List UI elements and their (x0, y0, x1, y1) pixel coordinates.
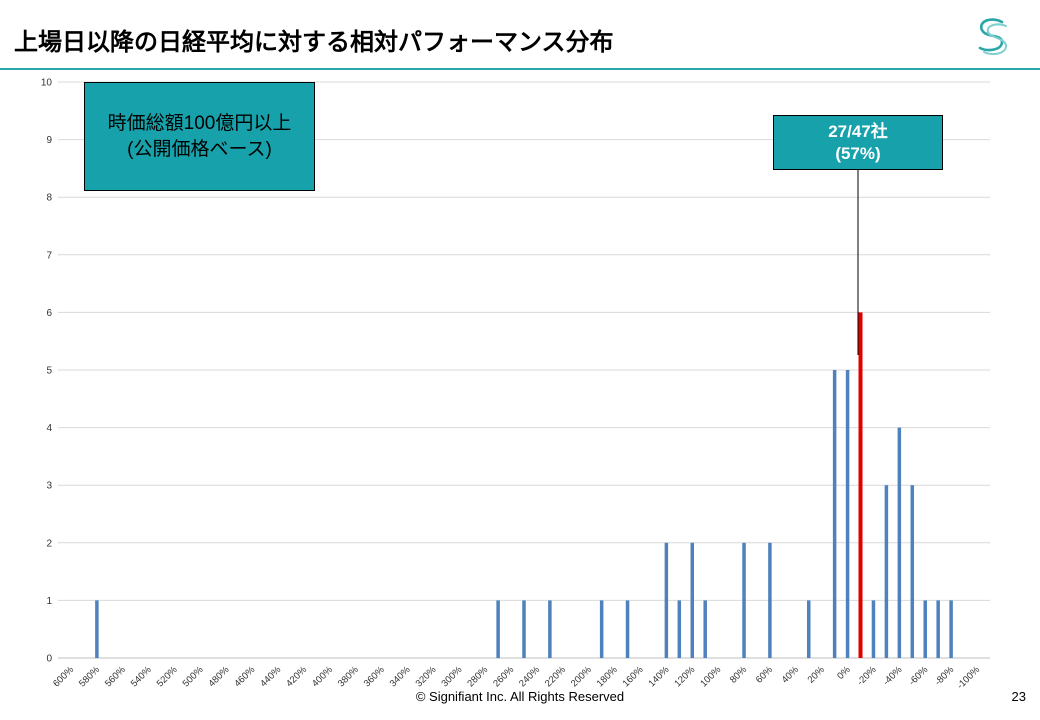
x-tick-label: -20% (855, 664, 879, 688)
x-tick-label: -60% (907, 664, 931, 688)
filter-condition-line1: 時価総額100億円以上 (107, 112, 292, 134)
bar (599, 600, 604, 658)
y-tick-label: 3 (46, 481, 52, 492)
bar (884, 485, 889, 658)
y-tick-label: 5 (46, 366, 52, 377)
x-tick-label: 260% (491, 664, 516, 689)
x-tick-label: 480% (206, 664, 231, 689)
bar (664, 542, 669, 658)
x-tick-label: 140% (647, 664, 672, 689)
bar (496, 600, 500, 658)
x-tick-label: 340% (388, 664, 413, 689)
bar (910, 485, 915, 658)
bar (742, 542, 746, 658)
x-tick-label: 380% (336, 664, 361, 689)
bar (806, 600, 811, 658)
x-tick-label: 580% (77, 664, 102, 689)
y-tick-label: 6 (46, 308, 52, 319)
x-tick-label: 80% (728, 664, 750, 686)
x-tick-label: 560% (103, 664, 128, 689)
x-tick-label: -80% (933, 664, 957, 688)
x-tick-label: 60% (754, 664, 776, 686)
x-tick-label: 500% (181, 664, 206, 689)
bar (936, 600, 940, 658)
signifiant-s-logo-icon (978, 18, 1008, 55)
y-tick-label: 9 (46, 135, 52, 146)
x-tick-label: 180% (595, 664, 620, 689)
y-tick-label: 7 (46, 250, 52, 261)
bar (897, 427, 902, 658)
bar (703, 600, 707, 658)
x-tick-label: 540% (129, 664, 154, 689)
x-tick-label: -40% (881, 664, 905, 688)
x-tick-label: 20% (806, 664, 828, 686)
bar (923, 600, 927, 658)
bar (768, 542, 772, 658)
bar (625, 600, 630, 658)
bar (95, 600, 99, 658)
x-tick-label: 240% (517, 664, 542, 689)
outperformance-callout-box: 27/47社 (57%) (773, 115, 943, 170)
y-tick-label: 2 (46, 538, 52, 549)
x-tick-label: 320% (414, 664, 439, 689)
x-tick-label: 40% (780, 664, 802, 686)
page-title: 上場日以降の日経平均に対する相対パフォーマンス分布 (14, 28, 614, 56)
x-tick-label: 300% (439, 664, 464, 689)
title-divider (0, 68, 1040, 70)
bar (871, 600, 876, 658)
x-tick-label: 400% (310, 664, 335, 689)
y-tick-label: 8 (46, 193, 52, 204)
bar (949, 600, 953, 658)
bar (677, 600, 682, 658)
x-tick-label: -100% (955, 664, 983, 692)
x-tick-label: 200% (569, 664, 594, 689)
bar (548, 600, 552, 658)
x-tick-label: 280% (465, 664, 490, 689)
highlighted-bar (858, 312, 863, 658)
x-tick-label: 120% (672, 664, 697, 689)
filter-condition-line2: (公開価格ベース) (127, 138, 272, 160)
x-tick-label: 460% (232, 664, 257, 689)
x-tick-label: 360% (362, 664, 387, 689)
y-tick-label: 0 (46, 654, 52, 665)
bar (690, 542, 695, 658)
x-tick-label: 520% (155, 664, 180, 689)
x-tick-label: 600% (51, 664, 76, 689)
x-tick-label: 0% (835, 664, 853, 682)
bar (832, 370, 837, 658)
bar (845, 370, 850, 658)
copyright-footer: © Signifiant Inc. All Rights Reserved (415, 689, 625, 704)
outperformance-count: 27/47社 (828, 122, 888, 142)
y-tick-label: 1 (46, 596, 52, 607)
filter-condition-box: 時価総額100億円以上 (公開価格ベース) (84, 82, 315, 191)
y-tick-label: 4 (46, 423, 52, 434)
x-tick-label: 100% (698, 664, 723, 689)
x-tick-label: 420% (284, 664, 309, 689)
y-tick-label: 10 (41, 78, 53, 89)
x-tick-label: 440% (258, 664, 283, 689)
x-tick-label: 160% (621, 664, 646, 689)
bar (522, 600, 526, 658)
x-tick-label: 220% (543, 664, 568, 689)
page-number: 23 (1011, 689, 1026, 704)
outperformance-percent: (57%) (835, 143, 881, 163)
